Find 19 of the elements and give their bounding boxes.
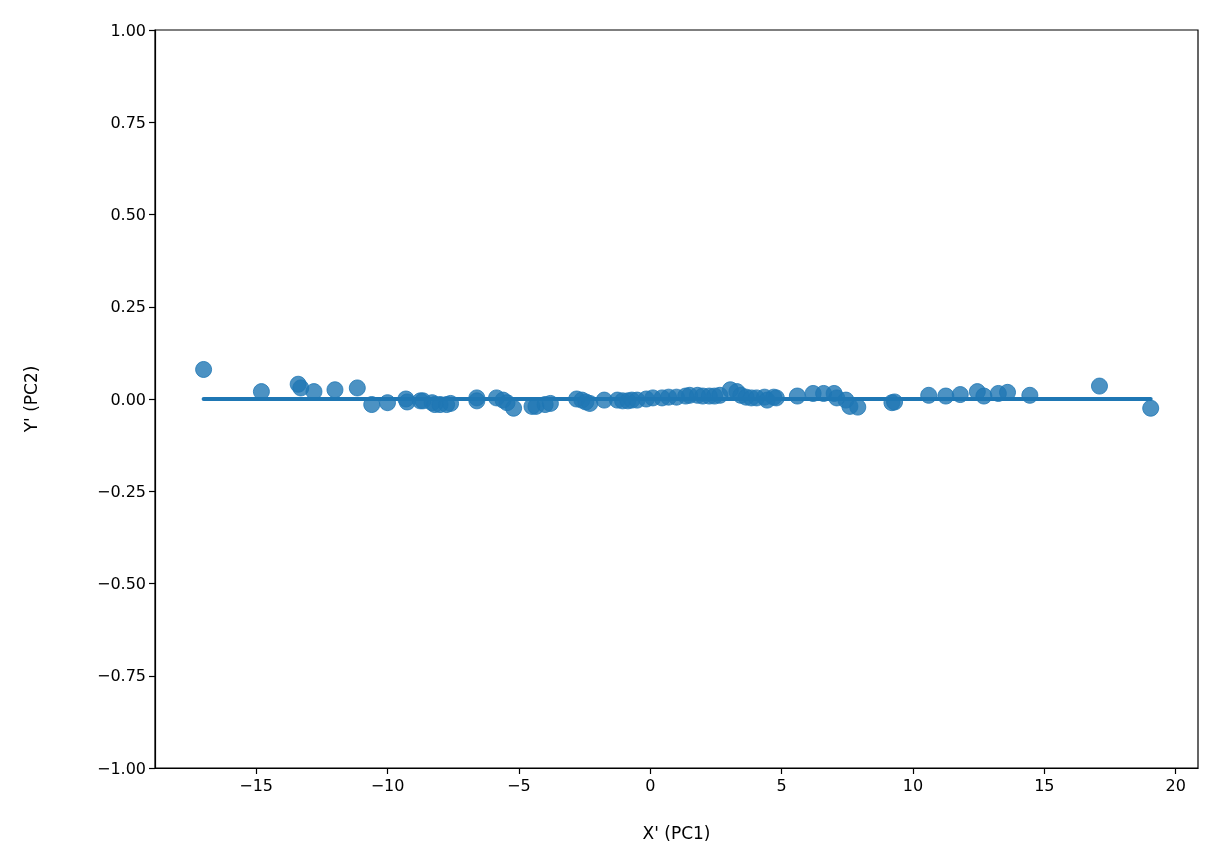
x-axis-title: X' (PC1) — [642, 822, 711, 843]
x-tick-label: 5 — [776, 775, 787, 795]
x-tick-label: 15 — [1034, 775, 1055, 795]
x-tick-label: −15 — [239, 775, 274, 795]
y-tick-label: −1.00 — [96, 758, 146, 778]
y-tick-label: −0.25 — [96, 481, 146, 501]
y-axis-title: Y' (PC2) — [20, 365, 41, 434]
x-tick-label: 10 — [902, 775, 924, 795]
y-tick-label: 0.75 — [110, 112, 146, 132]
x-tick-label: 0 — [645, 775, 656, 795]
x-tick-label: 20 — [1165, 775, 1186, 795]
y-tick-label: 0.00 — [110, 389, 146, 409]
y-tick-label: 1.00 — [110, 20, 146, 40]
y-tick-label: −0.75 — [96, 666, 146, 686]
y-tick-label: 0.25 — [110, 297, 146, 317]
y-tick-label: −0.50 — [96, 574, 146, 593]
y-tick-label: 0.50 — [110, 205, 146, 224]
x-tick-label: −5 — [507, 775, 531, 795]
x-tick-label: −10 — [370, 775, 405, 795]
